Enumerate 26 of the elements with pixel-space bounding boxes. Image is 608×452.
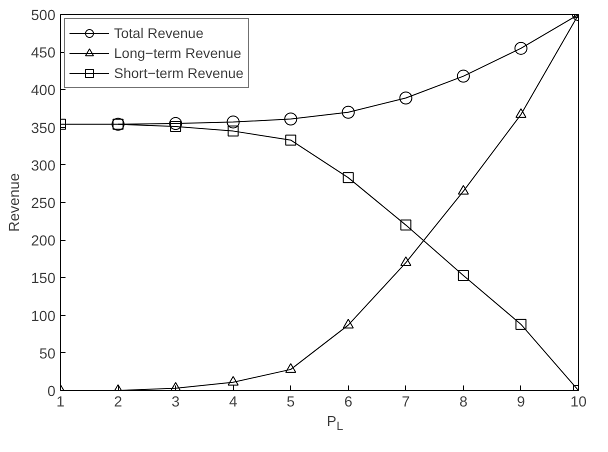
y-tick-label: 500	[31, 8, 56, 24]
legend-label: Total Revenue	[114, 25, 204, 41]
y-tick-label: 200	[31, 234, 56, 250]
x-tick-label: 10	[570, 394, 587, 410]
x-tick-label: 3	[172, 394, 180, 410]
x-tick-label: 2	[114, 394, 122, 410]
x-tick-label: 8	[459, 394, 468, 410]
y-tick-label: 450	[31, 46, 56, 62]
x-tick-label: 1	[56, 394, 65, 410]
y-tick-label: 100	[31, 308, 56, 325]
y-tick-label: 350	[31, 120, 56, 137]
y-tick-label: 150	[31, 271, 56, 288]
x-tick-label: 4	[229, 394, 238, 410]
y-axis-title: Revenue	[7, 173, 24, 232]
y-tick-label: 250	[31, 196, 56, 212]
x-tick-label: 7	[402, 394, 410, 410]
x-tick-label: 9	[516, 394, 526, 410]
y-tick-label: 300	[31, 158, 56, 174]
x-tick-label: 6	[344, 394, 352, 410]
x-tick-label: 5	[286, 394, 295, 410]
y-tick-label: 50	[39, 346, 56, 362]
legend-label: Long−term Revenue	[114, 45, 242, 61]
legend-label: Short−term Revenue	[114, 65, 244, 81]
y-tick-label: 400	[31, 83, 56, 100]
x-axis-title: P$_{L}$	[326, 413, 344, 435]
y-tick-label: 0	[47, 384, 56, 400]
